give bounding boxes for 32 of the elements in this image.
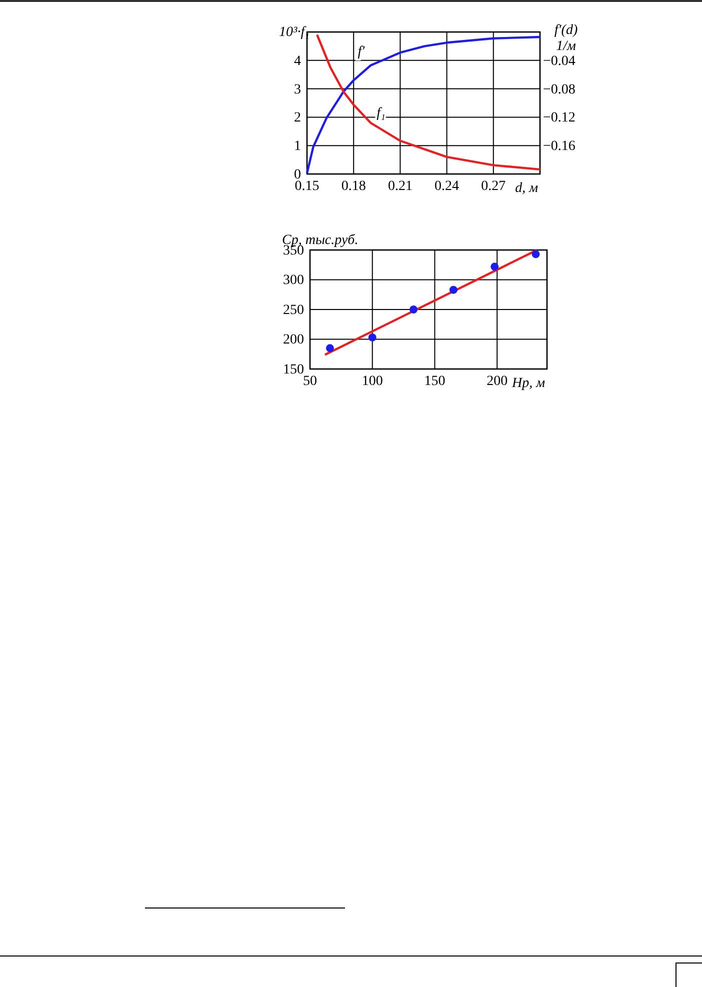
x-tick-label: 50 xyxy=(303,374,317,389)
y2-tick-label: −0.08 xyxy=(543,82,576,98)
y-tick-label: 2 xyxy=(294,110,301,126)
series-label: f′ xyxy=(358,44,366,60)
x-tick-label: 0.15 xyxy=(294,178,320,194)
y-tick-label: 300 xyxy=(283,273,304,288)
y-tick-label: 1 xyxy=(294,139,301,154)
point xyxy=(449,286,458,294)
x-tick-label: 200 xyxy=(486,374,508,389)
x-tick-label: 0.21 xyxy=(388,178,412,194)
y-tick-label: 250 xyxy=(283,302,304,318)
y2-tick-label: −0.04 xyxy=(543,54,576,69)
x-tick-label: 0.24 xyxy=(434,178,460,194)
point xyxy=(490,262,499,271)
point xyxy=(368,333,376,342)
point xyxy=(326,344,334,352)
x-tick-label: 150 xyxy=(424,374,446,389)
x-tick-label: 100 xyxy=(362,374,383,389)
x-tick-label: 0.27 xyxy=(481,178,506,194)
x-axis-title: Hp, м xyxy=(510,376,546,391)
y-axis-title: 10³·f₁ xyxy=(279,25,310,40)
x-axis-title: d, м xyxy=(515,181,538,196)
y2-tick-label: −0.16 xyxy=(543,139,576,154)
y-tick-label: 150 xyxy=(283,362,304,378)
point xyxy=(410,306,418,314)
x-tick-label: 0.18 xyxy=(341,178,366,194)
y2-tick-label: −0.12 xyxy=(543,110,576,126)
point xyxy=(532,250,540,258)
y-tick-label: 4 xyxy=(294,54,301,69)
y-tick-label: 3 xyxy=(294,82,301,98)
y-tick-label: 200 xyxy=(283,332,304,348)
y2-axis-title: f′(d) 1/м xyxy=(554,23,578,54)
